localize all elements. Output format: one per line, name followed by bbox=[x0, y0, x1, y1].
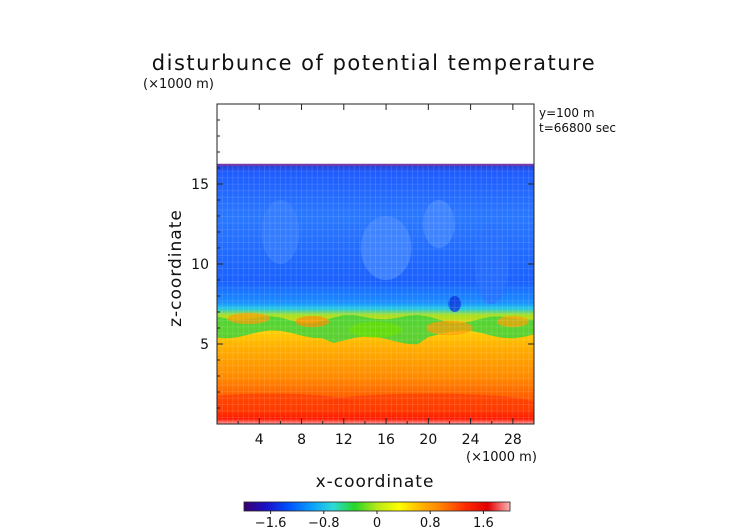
x-axis-ticks: 4 8 12 16 20 24 28 bbox=[237, 104, 522, 448]
light-blue-patch bbox=[261, 200, 300, 264]
field-texture bbox=[217, 163, 534, 424]
colorbar-tick-label: −0.8 bbox=[308, 516, 340, 531]
y-axis-ticks: 5 10 15 bbox=[191, 119, 534, 409]
light-blue-patch bbox=[360, 216, 412, 280]
colorbar bbox=[243, 501, 511, 512]
orange-patch bbox=[227, 312, 270, 324]
x-tick-label: 12 bbox=[335, 432, 353, 448]
green-patch bbox=[349, 321, 402, 338]
colorbar-tick-label: 1.6 bbox=[473, 516, 494, 531]
colorbar-ticks: −1.6 −0.8 0 0.8 1.6 bbox=[255, 511, 494, 531]
chart-title: disturbunce of potential temperature bbox=[152, 51, 596, 75]
x-tick-label: 28 bbox=[504, 432, 522, 448]
y-tick-label: 15 bbox=[191, 177, 209, 193]
orange-patch bbox=[295, 316, 330, 328]
x-tick-label: 8 bbox=[297, 432, 306, 448]
dark-blue-patch bbox=[448, 296, 462, 312]
orange-patch bbox=[426, 320, 473, 336]
red-band bbox=[217, 393, 355, 413]
x-tick-label: 24 bbox=[462, 432, 480, 448]
y-tick-label: 5 bbox=[200, 337, 209, 353]
x-tick-label: 20 bbox=[419, 432, 437, 448]
light-blue-patch bbox=[474, 224, 509, 304]
x-tick-label: 16 bbox=[377, 432, 395, 448]
y-tick-label: 10 bbox=[191, 257, 209, 273]
colorbar-tick-label: 0.8 bbox=[420, 516, 441, 531]
light-blue-patch bbox=[423, 200, 455, 248]
axis-unit-top: (×1000 m) bbox=[143, 77, 214, 92]
red-band bbox=[322, 393, 534, 413]
x-axis-label: x-coordinate bbox=[316, 472, 435, 492]
axis-unit-bottom: (×1000 m) bbox=[466, 450, 537, 465]
colorbar-tick-label: −1.6 bbox=[255, 516, 287, 531]
info-y: y=100 m bbox=[539, 106, 595, 120]
y-axis-label: z-coordinate bbox=[166, 209, 186, 327]
orange-patch bbox=[497, 316, 529, 328]
colorbar-tick-label: 0 bbox=[373, 516, 381, 531]
info-t: t=66800 sec bbox=[539, 121, 616, 135]
plot-area bbox=[217, 163, 534, 424]
x-tick-label: 4 bbox=[255, 432, 264, 448]
field-structures bbox=[217, 200, 534, 413]
